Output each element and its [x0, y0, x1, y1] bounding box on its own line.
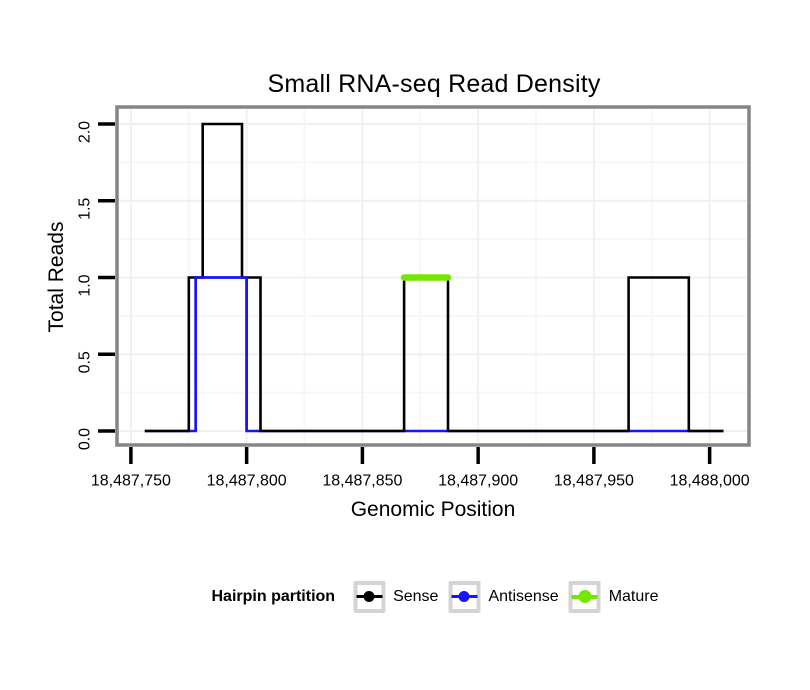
y-tick-label: 1.5	[77, 198, 94, 220]
legend-dot-glyph	[578, 590, 592, 603]
x-tick-label: 18,487,750	[91, 473, 171, 490]
x-tick-label: 18,487,950	[554, 473, 634, 490]
legend: Hairpin partition Sense Antisense Mature	[212, 576, 659, 617]
chart-title: Small RNA-seq Read Density	[267, 70, 601, 98]
legend-dot-glyph	[363, 591, 375, 602]
series-peak-overlay-antisense	[194, 276, 248, 431]
x-tick-label: 18,487,800	[207, 473, 287, 490]
panel-border	[115, 105, 751, 447]
x-tick-label: 18,487,900	[438, 473, 518, 490]
y-tick-label: 0.0	[77, 428, 94, 450]
legend-key-sense-icon	[353, 580, 386, 613]
x-tick-label: 18,488,000	[670, 473, 750, 490]
y-axis-title: Total Reads	[45, 221, 68, 333]
legend-key-antisense-icon	[448, 580, 481, 613]
legend-entry-sense: Sense	[353, 580, 439, 613]
chart-plot-area: 18,487,750 18,487,800 18,487,850 18,487,900…	[77, 105, 751, 490]
legend-key-mature-icon	[568, 580, 601, 613]
legend-title: Hairpin partition	[211, 587, 336, 605]
y-tick-label: 1.0	[77, 274, 94, 296]
x-tick-label: 18,487,850	[322, 473, 402, 490]
legend-entry-antisense: Antisense	[448, 580, 559, 613]
legend-entry-mature: Mature	[568, 580, 659, 613]
legend-dot-glyph	[458, 591, 470, 602]
legend-label-sense: Sense	[393, 587, 439, 605]
legend-label-mature: Mature	[608, 587, 659, 605]
y-tick-label: 2.0	[77, 121, 94, 143]
legend-label-antisense: Antisense	[488, 587, 559, 605]
y-tick-label: 0.5	[77, 351, 94, 373]
x-axis-title: Genomic Position	[350, 498, 516, 521]
